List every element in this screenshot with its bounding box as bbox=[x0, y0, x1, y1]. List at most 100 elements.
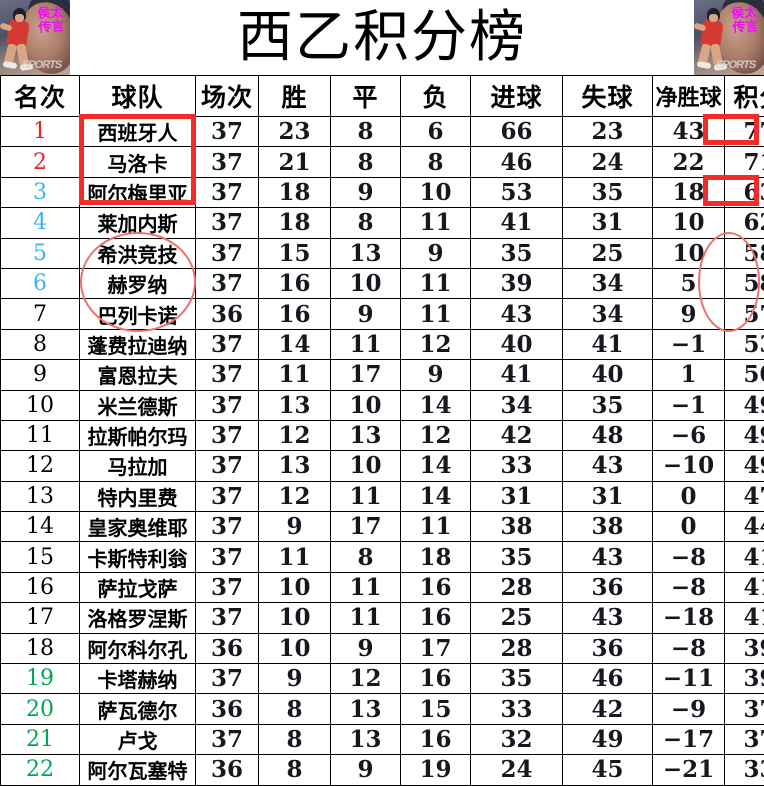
table-head: 名次 球队 场次 胜 平 负 进球 失球 净胜球 积分 bbox=[1, 76, 764, 117]
table-cell-win: 16 bbox=[259, 299, 331, 329]
table-cell-goals-against: 38 bbox=[563, 512, 653, 542]
page-header: SPORTS 侯太传言 西乙积分榜 SPORTS 侯太传言 bbox=[0, 0, 764, 75]
table-cell-loss: 14 bbox=[401, 390, 471, 420]
table-cell-win: 23 bbox=[259, 117, 331, 147]
table-cell-played: 37 bbox=[196, 542, 259, 572]
table-cell-draw: 8 bbox=[331, 208, 401, 238]
table-cell-goal-diff: 22 bbox=[653, 147, 725, 177]
table-cell-loss: 9 bbox=[401, 238, 471, 268]
table-cell-played: 37 bbox=[196, 268, 259, 298]
table-cell-team: 特内里费 bbox=[80, 481, 196, 511]
table-cell-team: 卢戈 bbox=[80, 724, 196, 754]
table-cell-win: 9 bbox=[259, 664, 331, 694]
table-row: 7巴列卡诺36169114334957 bbox=[1, 299, 764, 329]
table-cell-win: 10 bbox=[259, 633, 331, 663]
table-cell-goals-against: 43 bbox=[563, 603, 653, 633]
table-cell-goals-against: 36 bbox=[563, 633, 653, 663]
table-cell-points: 41 bbox=[725, 542, 764, 572]
art-shoe-right-a bbox=[697, 61, 712, 69]
table-cell-win: 11 bbox=[259, 360, 331, 390]
table-cell-goals-for: 39 bbox=[471, 268, 563, 298]
table-cell-loss: 14 bbox=[401, 481, 471, 511]
table-cell-points: 77 bbox=[725, 117, 764, 147]
table-cell-team: 洛格罗涅斯 bbox=[80, 603, 196, 633]
table-cell-team: 马洛卡 bbox=[80, 147, 196, 177]
table-cell-draw: 10 bbox=[331, 390, 401, 420]
watermark-text-left: 侯太传言 bbox=[35, 5, 67, 35]
table-cell-win: 16 bbox=[259, 268, 331, 298]
table-cell-team: 卡塔赫纳 bbox=[80, 664, 196, 694]
art-head-right bbox=[707, 8, 720, 22]
table-cell-team: 皇家奥维耶 bbox=[80, 512, 196, 542]
table-cell-rank: 7 bbox=[1, 299, 80, 329]
table-cell-played: 36 bbox=[196, 299, 259, 329]
table-cell-win: 8 bbox=[259, 755, 331, 785]
table-cell-goals-against: 49 bbox=[563, 724, 653, 754]
table-cell-draw: 17 bbox=[331, 360, 401, 390]
art-jersey-text-left: SPORTS bbox=[21, 59, 62, 71]
table-cell-goal-diff: −11 bbox=[653, 664, 725, 694]
table-cell-played: 37 bbox=[196, 451, 259, 481]
header-spacer-right bbox=[527, 0, 694, 75]
table-cell-played: 37 bbox=[196, 603, 259, 633]
table-cell-loss: 10 bbox=[401, 177, 471, 207]
table-cell-goals-for: 28 bbox=[471, 633, 563, 663]
table-cell-played: 37 bbox=[196, 177, 259, 207]
table-cell-draw: 13 bbox=[331, 694, 401, 724]
table-cell-points: 63 bbox=[725, 177, 764, 207]
table-cell-goal-diff: −10 bbox=[653, 451, 725, 481]
table-cell-win: 12 bbox=[259, 420, 331, 450]
table-cell-rank: 21 bbox=[1, 724, 80, 754]
table-cell-goals-against: 31 bbox=[563, 208, 653, 238]
table-row: 13特内里费371211143131047 bbox=[1, 481, 764, 511]
col-header-goal-diff: 净胜球 bbox=[653, 76, 725, 117]
art-shoe-left-a bbox=[3, 61, 18, 69]
table-cell-rank: 15 bbox=[1, 542, 80, 572]
table-cell-points: 39 bbox=[725, 633, 764, 663]
table-cell-goal-diff: −21 bbox=[653, 755, 725, 785]
col-header-loss: 负 bbox=[401, 76, 471, 117]
table-cell-goals-for: 35 bbox=[471, 238, 563, 268]
table-cell-team: 卡斯特利翁 bbox=[80, 542, 196, 572]
table-cell-goals-for: 42 bbox=[471, 420, 563, 450]
table-cell-draw: 13 bbox=[331, 420, 401, 450]
table-cell-goals-for: 33 bbox=[471, 451, 563, 481]
col-header-goals-against: 失球 bbox=[563, 76, 653, 117]
header-row: 名次 球队 场次 胜 平 负 进球 失球 净胜球 积分 bbox=[1, 76, 764, 117]
table-cell-win: 13 bbox=[259, 390, 331, 420]
col-header-team: 球队 bbox=[80, 76, 196, 117]
table-cell-points: 50 bbox=[725, 360, 764, 390]
table-cell-draw: 10 bbox=[331, 268, 401, 298]
table-cell-rank: 5 bbox=[1, 238, 80, 268]
art-jersey-text-right: SPORTS bbox=[715, 59, 756, 71]
table-cell-goals-against: 31 bbox=[563, 481, 653, 511]
table-cell-goal-diff: 43 bbox=[653, 117, 725, 147]
table-cell-goals-for: 41 bbox=[471, 360, 563, 390]
table-cell-loss: 18 bbox=[401, 542, 471, 572]
table-cell-team: 阿尔瓦塞特 bbox=[80, 755, 196, 785]
col-header-win: 胜 bbox=[259, 76, 331, 117]
table-cell-loss: 11 bbox=[401, 268, 471, 298]
table-cell-goals-for: 31 bbox=[471, 481, 563, 511]
table-cell-rank: 16 bbox=[1, 572, 80, 602]
table-cell-win: 13 bbox=[259, 451, 331, 481]
table-cell-played: 37 bbox=[196, 238, 259, 268]
col-header-points: 积分 bbox=[725, 76, 764, 117]
table-cell-loss: 8 bbox=[401, 147, 471, 177]
table-cell-draw: 8 bbox=[331, 117, 401, 147]
table-cell-played: 37 bbox=[196, 360, 259, 390]
table-cell-win: 14 bbox=[259, 329, 331, 359]
table-cell-rank: 11 bbox=[1, 420, 80, 450]
table-cell-goals-for: 32 bbox=[471, 724, 563, 754]
page-title-cell: 西乙积分榜 bbox=[237, 0, 527, 75]
table-cell-played: 37 bbox=[196, 117, 259, 147]
table-cell-goal-diff: −8 bbox=[653, 633, 725, 663]
table-cell-team: 希洪竞技 bbox=[80, 238, 196, 268]
table-cell-team: 巴列卡诺 bbox=[80, 299, 196, 329]
table-cell-goals-against: 43 bbox=[563, 451, 653, 481]
